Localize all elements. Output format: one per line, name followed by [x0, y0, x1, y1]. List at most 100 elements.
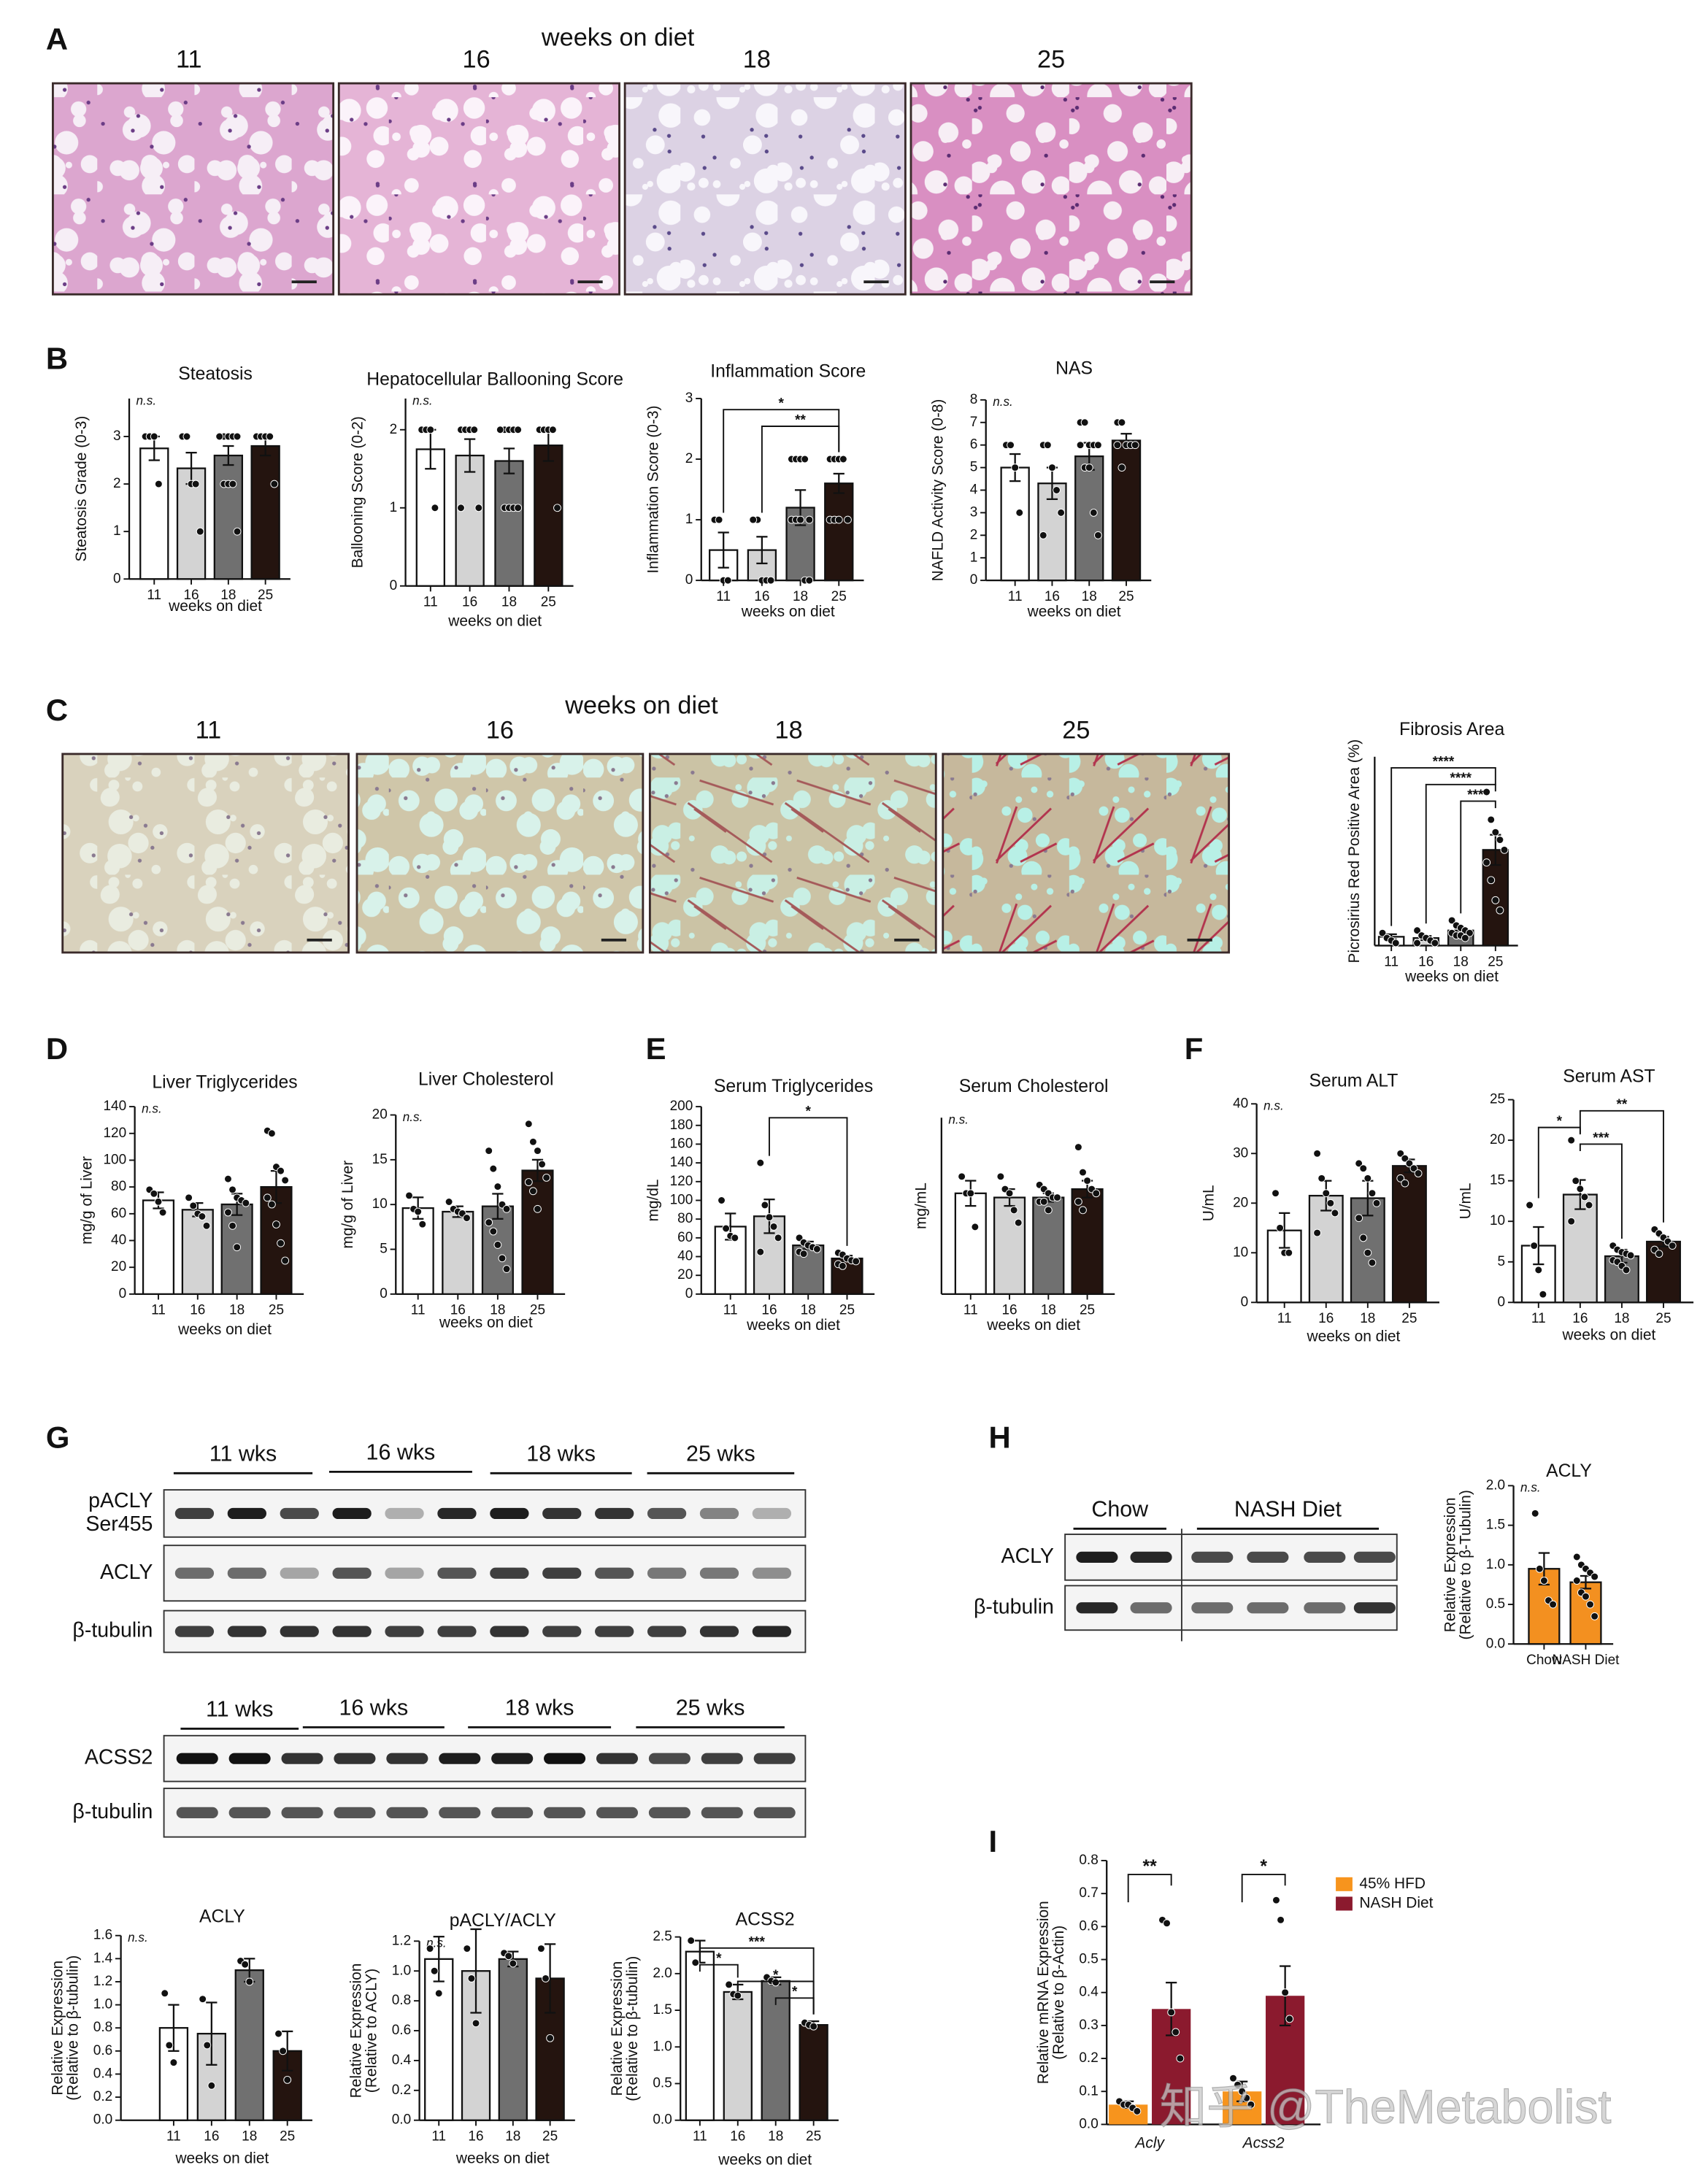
bar: [799, 2024, 828, 2121]
x-tick-label: 11: [147, 588, 161, 603]
x-tick-label: 16: [730, 2129, 745, 2145]
band: [595, 1507, 634, 1520]
band: [332, 1567, 372, 1579]
data-point: [467, 1974, 476, 1982]
chart-title: Serum ALT: [1309, 1071, 1399, 1091]
data-point: [277, 1239, 285, 1247]
band: [227, 1567, 266, 1579]
data-point: [1093, 441, 1102, 450]
x-tick-label: 25: [1118, 589, 1134, 604]
data-point: [774, 1234, 782, 1242]
data-point: [1526, 1201, 1534, 1209]
y-tick-label: 40: [677, 1249, 693, 1264]
data-point: [158, 1208, 167, 1217]
scale-bar: [307, 938, 332, 942]
data-point: [502, 1204, 511, 1213]
blot-row-label: β-tubulin: [974, 1595, 1054, 1618]
data-point: [1272, 1896, 1280, 1904]
lane-group-label: 16 wks: [366, 1440, 436, 1465]
data-point: [718, 1196, 726, 1204]
data-point: [1053, 1193, 1061, 1202]
band: [227, 1507, 266, 1520]
data-point: [1015, 508, 1024, 517]
data-point: [756, 1158, 765, 1167]
data-point: [691, 1958, 700, 1967]
significance-label: ***: [1593, 1131, 1609, 1146]
bar: [1562, 1193, 1598, 1304]
data-point: [202, 1221, 211, 1230]
y-axis-label: NAFLD Activity Score (0-8): [930, 399, 947, 582]
data-point: [534, 1147, 542, 1155]
data-point: [723, 576, 732, 585]
band: [1247, 1551, 1289, 1563]
data-point: [734, 1991, 742, 2000]
data-point: [1655, 1250, 1663, 1258]
band: [1191, 1551, 1234, 1563]
annotation: n.s.: [136, 393, 157, 407]
annotation: n.s.: [128, 1931, 148, 1945]
data-point: [761, 1201, 769, 1209]
data-point: [844, 515, 852, 524]
x-tick-label: 25: [1080, 1303, 1095, 1318]
data-point: [277, 1166, 285, 1175]
chart-title: Serum AST: [1563, 1067, 1655, 1087]
data-point: [1089, 508, 1098, 517]
significance-bracket: [1460, 800, 1496, 914]
data-point: [1576, 1185, 1585, 1193]
band: [1076, 1551, 1118, 1563]
y-tick-label: 0.0: [392, 2112, 411, 2128]
data-point: [1011, 464, 1020, 472]
data-point: [233, 432, 242, 441]
y-tick-label: 3: [970, 504, 978, 520]
significance-label: ***: [749, 1934, 766, 1950]
data-point: [1431, 939, 1439, 947]
data-point: [191, 480, 200, 488]
y-tick-label: 120: [670, 1174, 693, 1189]
data-point: [805, 515, 814, 524]
bar: [723, 1991, 753, 2121]
band: [439, 1807, 481, 1818]
data-point: [765, 1213, 774, 1222]
y-tick-label: 20: [111, 1259, 126, 1274]
x-tick-label: 11: [166, 2129, 181, 2145]
band: [228, 1807, 271, 1818]
data-point: [418, 1220, 427, 1228]
y-tick-label: 20: [372, 1107, 388, 1123]
band: [701, 1753, 743, 1764]
data-point: [266, 432, 274, 441]
y-tick-label: 100: [103, 1152, 126, 1167]
blot-strip: [163, 1734, 807, 1782]
scale-bar: [1187, 938, 1212, 942]
y-axis-label: mg/mL: [913, 1182, 930, 1229]
band: [1353, 1551, 1396, 1563]
chart-title: Liver Triglycerides: [152, 1072, 297, 1092]
data-point: [414, 1207, 423, 1216]
significance-label: ****: [1450, 771, 1472, 786]
y-tick-label: 4: [970, 482, 978, 498]
data-point: [1461, 934, 1469, 942]
y-tick-label: 40: [1233, 1096, 1248, 1111]
data-point: [493, 1182, 502, 1191]
significance-label: **: [1617, 1097, 1628, 1112]
data-point: [1057, 508, 1066, 517]
data-point: [430, 1966, 439, 1975]
panel-label: I: [989, 1824, 998, 1858]
y-axis-label: Steatosis Grade (0-3): [73, 416, 90, 562]
data-point: [1413, 926, 1421, 935]
chart-title: Fibrosis Area: [1399, 720, 1504, 739]
x-tick-label: NASH Diet: [1553, 1653, 1620, 1668]
x-tick-label: 18: [490, 1303, 505, 1318]
data-point: [971, 1223, 980, 1231]
data-point: [1313, 1149, 1322, 1158]
band: [1076, 1602, 1118, 1614]
data-point: [514, 504, 523, 512]
data-point: [434, 1989, 443, 1998]
histology-image: [51, 82, 335, 296]
significance-bracket: [761, 426, 840, 513]
data-point: [1117, 464, 1126, 472]
data-point: [1401, 1154, 1409, 1163]
y-tick-label: 0.4: [392, 2053, 412, 2068]
data-point: [485, 1147, 493, 1155]
band: [752, 1567, 792, 1579]
data-point: [1083, 1177, 1091, 1185]
